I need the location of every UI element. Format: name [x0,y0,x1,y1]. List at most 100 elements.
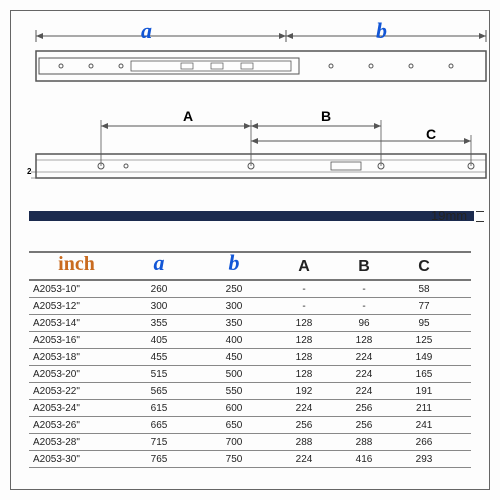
main-frame: a b [10,10,490,490]
cell-model: A2053-18" [29,352,124,363]
cell-A: 128 [274,352,334,363]
cell-A: 256 [274,420,334,431]
cell-b: 700 [194,437,274,448]
table-row: A2053-20"515500128224165 [29,366,471,383]
cell-C: 293 [394,454,454,465]
cell-b: 750 [194,454,274,465]
cell-model: A2053-16" [29,335,124,346]
cell-b: 350 [194,318,274,329]
cell-C: 211 [394,403,454,414]
thickness-tick-top [476,211,484,212]
cell-C: 266 [394,437,454,448]
table-row: A2053-14"3553501289695 [29,315,471,332]
cell-B: - [334,284,394,295]
cell-model: A2053-30" [29,454,124,465]
th-C: C [394,258,454,276]
cell-model: A2053-10" [29,284,124,295]
th-B: B [334,258,394,276]
cell-b: 600 [194,403,274,414]
table-row: A2053-16"405400128128125 [29,332,471,349]
table-row: A2053-10"260250--58 [29,281,471,298]
cell-a: 405 [124,335,194,346]
cell-a: 300 [124,301,194,312]
cell-C: 149 [394,352,454,363]
th-inch: inch [29,253,124,276]
cell-A: 288 [274,437,334,448]
cell-B: 256 [334,420,394,431]
cell-C: 241 [394,420,454,431]
cell-C: 77 [394,301,454,312]
cell-a: 260 [124,284,194,295]
cell-a: 455 [124,352,194,363]
thickness-label: 19mm [431,208,467,223]
cell-b: 250 [194,284,274,295]
cell-B: - [334,301,394,312]
dim-label-B: B [321,108,331,124]
cell-b: 500 [194,369,274,380]
cell-A: 128 [274,369,334,380]
cell-a: 515 [124,369,194,380]
cell-model: A2053-20" [29,369,124,380]
dim-label-b: b [376,18,387,44]
table-row: A2053-28"715700288288266 [29,434,471,451]
cell-b: 400 [194,335,274,346]
table-row: A2053-24"615600224256211 [29,400,471,417]
cell-b: 650 [194,420,274,431]
cell-model: A2053-28" [29,437,124,448]
cell-C: 165 [394,369,454,380]
cell-b: 300 [194,301,274,312]
spec-table: inch a b A B C A2053-10"260250--58A2053-… [29,251,471,468]
cell-model: A2053-26" [29,420,124,431]
cell-C: 58 [394,284,454,295]
cell-A: - [274,284,334,295]
cell-model: A2053-24" [29,403,124,414]
cell-model: A2053-22" [29,386,124,397]
th-b: b [194,250,274,276]
table-row: A2053-12"300300--77 [29,298,471,315]
thickness-tick-bot [476,221,484,222]
table-row: A2053-18"455450128224149 [29,349,471,366]
cell-a: 665 [124,420,194,431]
dim-label-tiny-2: 2 [27,167,31,176]
cell-B: 288 [334,437,394,448]
th-A: A [274,258,334,276]
cell-A: 192 [274,386,334,397]
cell-B: 224 [334,369,394,380]
cell-B: 96 [334,318,394,329]
table-body: A2053-10"260250--58A2053-12"300300--77A2… [29,281,471,468]
cell-C: 191 [394,386,454,397]
cell-B: 224 [334,352,394,363]
cell-model: A2053-14" [29,318,124,329]
cell-C: 125 [394,335,454,346]
cell-B: 256 [334,403,394,414]
cell-A: - [274,301,334,312]
table-header-row: inch a b A B C [29,251,471,281]
cell-a: 355 [124,318,194,329]
cell-a: 715 [124,437,194,448]
cell-a: 565 [124,386,194,397]
table-row: A2053-30"765750224416293 [29,451,471,468]
cell-b: 450 [194,352,274,363]
cell-B: 224 [334,386,394,397]
cell-A: 224 [274,454,334,465]
dim-label-A: A [183,108,193,124]
rail-closed-svg [31,116,491,206]
cell-b: 550 [194,386,274,397]
dim-label-a: a [141,18,152,44]
cell-B: 416 [334,454,394,465]
cell-a: 765 [124,454,194,465]
thickness-bar [29,211,474,221]
cell-A: 128 [274,335,334,346]
table-row: A2053-26"665650256256241 [29,417,471,434]
table-row: A2053-22"565550192224191 [29,383,471,400]
dim-label-C: C [426,126,436,142]
cell-A: 128 [274,318,334,329]
cell-model: A2053-12" [29,301,124,312]
cell-a: 615 [124,403,194,414]
rail-extended-svg [31,26,491,96]
th-a: a [124,250,194,276]
technical-diagram: a b [31,26,469,206]
cell-A: 224 [274,403,334,414]
cell-C: 95 [394,318,454,329]
cell-B: 128 [334,335,394,346]
